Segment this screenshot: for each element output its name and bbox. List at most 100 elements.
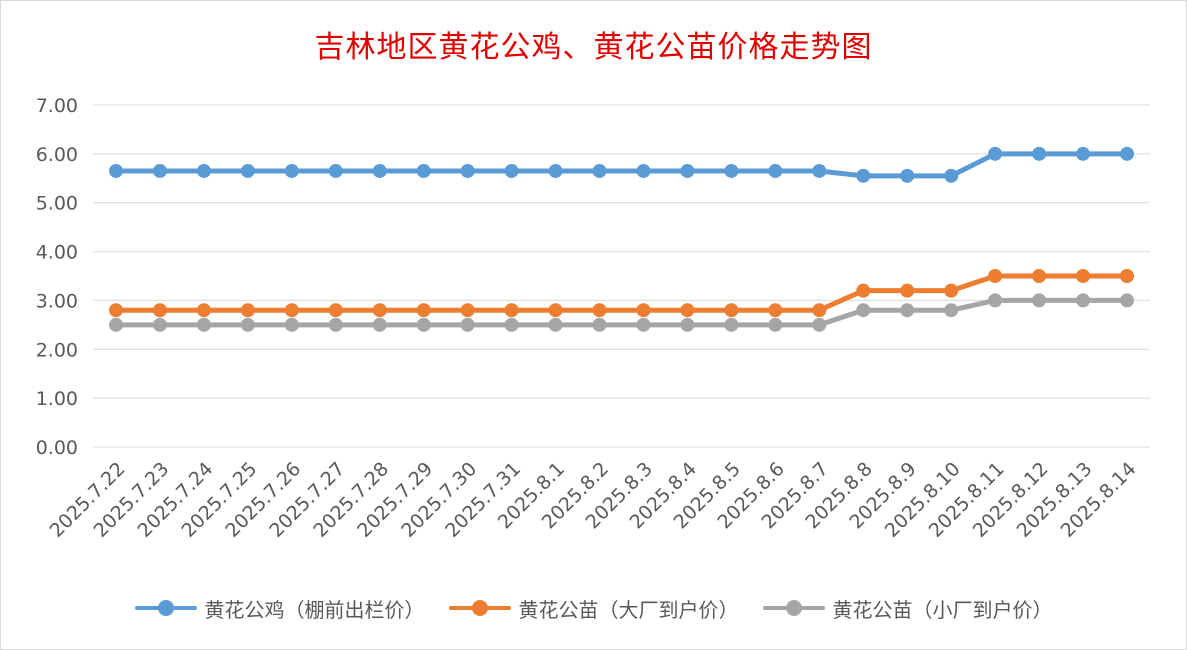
series-1 <box>109 146 1134 183</box>
y-tick-label: 6.00 <box>36 144 78 166</box>
data-point <box>944 303 959 318</box>
chart-title: 吉林地区黄花公鸡、黄花公苗价格走势图 <box>314 30 873 65</box>
data-point <box>1120 269 1134 283</box>
data-point <box>680 303 695 318</box>
data-point <box>636 303 651 318</box>
data-point <box>988 146 1003 161</box>
legend-label: 黄花公苗（小厂到户价） <box>832 597 1053 622</box>
data-point <box>328 303 343 318</box>
data-point <box>856 168 871 183</box>
series-line <box>113 297 1130 328</box>
data-point <box>592 317 607 332</box>
data-point <box>416 303 431 318</box>
legend-label: 黄花公鸡（棚前出栏价） <box>204 597 425 622</box>
legend-item: 黄花公苗（小厂到户价） <box>762 594 1053 623</box>
data-point <box>548 303 563 318</box>
legend-item: 黄花公苗（大厂到户价） <box>448 594 739 623</box>
data-point <box>504 163 519 178</box>
series-line <box>113 273 1130 313</box>
data-point <box>240 303 255 318</box>
series-lines <box>109 146 1134 332</box>
data-point <box>109 303 123 318</box>
data-point <box>240 317 255 332</box>
data-point <box>988 293 1003 308</box>
data-point <box>856 283 871 298</box>
data-point <box>944 168 959 183</box>
data-point <box>196 303 211 318</box>
data-point <box>416 163 431 178</box>
data-point <box>724 317 739 332</box>
data-point <box>372 317 387 332</box>
data-point <box>548 317 563 332</box>
data-point <box>196 317 211 332</box>
data-point <box>812 163 827 178</box>
y-tick-label: 0.00 <box>36 437 78 459</box>
data-point <box>416 317 431 332</box>
data-point <box>988 269 1003 283</box>
legend-swatch <box>134 598 197 618</box>
data-point <box>1120 146 1134 161</box>
data-point <box>548 163 563 178</box>
data-point <box>724 163 739 178</box>
data-point <box>152 317 167 332</box>
data-point <box>196 163 211 178</box>
series-2 <box>109 269 1134 318</box>
gridlines <box>93 104 1150 448</box>
data-point <box>944 283 959 298</box>
y-tick-label: 5.00 <box>36 193 78 215</box>
data-point <box>724 303 739 318</box>
y-tick-label: 1.00 <box>36 388 78 410</box>
data-point <box>768 303 783 318</box>
data-point <box>900 303 915 318</box>
data-point <box>1076 293 1091 308</box>
legend-swatch <box>762 598 825 618</box>
y-tick-label: 2.00 <box>36 339 78 361</box>
legend-swatch <box>448 598 511 618</box>
series-line <box>113 151 1130 179</box>
series-3 <box>109 293 1134 332</box>
data-point <box>680 163 695 178</box>
legend-label: 黄花公苗（大厂到户价） <box>518 597 739 622</box>
data-point <box>328 317 343 332</box>
data-point <box>592 303 607 318</box>
data-point <box>284 303 299 318</box>
data-point <box>504 303 519 318</box>
data-point <box>284 163 299 178</box>
data-point <box>768 317 783 332</box>
data-point <box>1120 293 1134 308</box>
data-point <box>1032 293 1047 308</box>
data-point <box>372 303 387 318</box>
data-point <box>152 303 167 318</box>
y-tick-label: 3.00 <box>36 290 78 312</box>
data-point <box>636 317 651 332</box>
chart-legend: 黄花公鸡（棚前出栏价） 黄花公苗（大厂到户价） 黄花公苗（小厂到户价） <box>0 590 1187 626</box>
data-point <box>109 163 123 178</box>
data-point <box>1032 269 1047 283</box>
y-axis-ticks: 0.00 1.00 2.00 3.00 4.00 5.00 6.00 7.00 <box>36 95 78 459</box>
data-point <box>1076 146 1091 161</box>
data-point <box>328 163 343 178</box>
data-point <box>284 317 299 332</box>
data-point <box>1076 269 1091 283</box>
data-point <box>240 163 255 178</box>
data-point <box>504 317 519 332</box>
data-point <box>109 317 123 332</box>
data-point <box>812 303 827 318</box>
y-tick-label: 4.00 <box>36 242 78 264</box>
data-point <box>680 317 695 332</box>
data-point <box>900 168 915 183</box>
data-point <box>592 163 607 178</box>
legend-item: 黄花公鸡（棚前出栏价） <box>134 594 425 623</box>
data-point <box>372 163 387 178</box>
data-point <box>152 163 167 178</box>
y-tick-label: 7.00 <box>36 95 78 117</box>
data-point <box>768 163 783 178</box>
x-axis-ticks: 2025.7.222025.7.232025.7.242025.7.252025… <box>46 458 1141 542</box>
data-point <box>1032 146 1047 161</box>
data-point <box>460 163 475 178</box>
data-point <box>460 303 475 318</box>
data-point <box>812 317 827 332</box>
data-point <box>856 303 871 318</box>
data-point <box>460 317 475 332</box>
